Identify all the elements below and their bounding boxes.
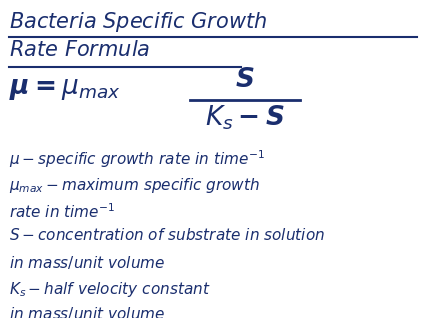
Text: $rate\ in\ time^{-1}$: $rate\ in\ time^{-1}$ [9,202,115,221]
Text: $\mathbf{\it{Rate\ Formula}}$: $\mathbf{\it{Rate\ Formula}}$ [9,40,150,60]
Text: $\boldsymbol{\mu = \mu_{max}}$: $\boldsymbol{\mu = \mu_{max}}$ [9,76,120,102]
Text: $\mu - specific\ growth\ rate\ in\ time^{-1}$: $\mu - specific\ growth\ rate\ in\ time^… [9,148,265,169]
Text: $\boldsymbol{S}$: $\boldsymbol{S}$ [235,67,255,93]
Text: $K_s - half\ velocity\ constant$: $K_s - half\ velocity\ constant$ [9,280,210,299]
Text: $\mathbf{\it{Bacteria\ Specific\ Growth}}$: $\mathbf{\it{Bacteria\ Specific\ Growth}… [9,10,267,33]
Text: $S - concentration\ of\ substrate\ in\ solution$: $S - concentration\ of\ substrate\ in\ s… [9,227,325,243]
Text: $\mu_{max} - maximum\ specific\ growth$: $\mu_{max} - maximum\ specific\ growth$ [9,176,259,196]
Text: $in\ mass/unit\ volume$: $in\ mass/unit\ volume$ [9,305,165,318]
Text: $in\ mass/unit\ volume$: $in\ mass/unit\ volume$ [9,254,165,271]
Text: $\boldsymbol{K_s - S}$: $\boldsymbol{K_s - S}$ [205,103,285,132]
